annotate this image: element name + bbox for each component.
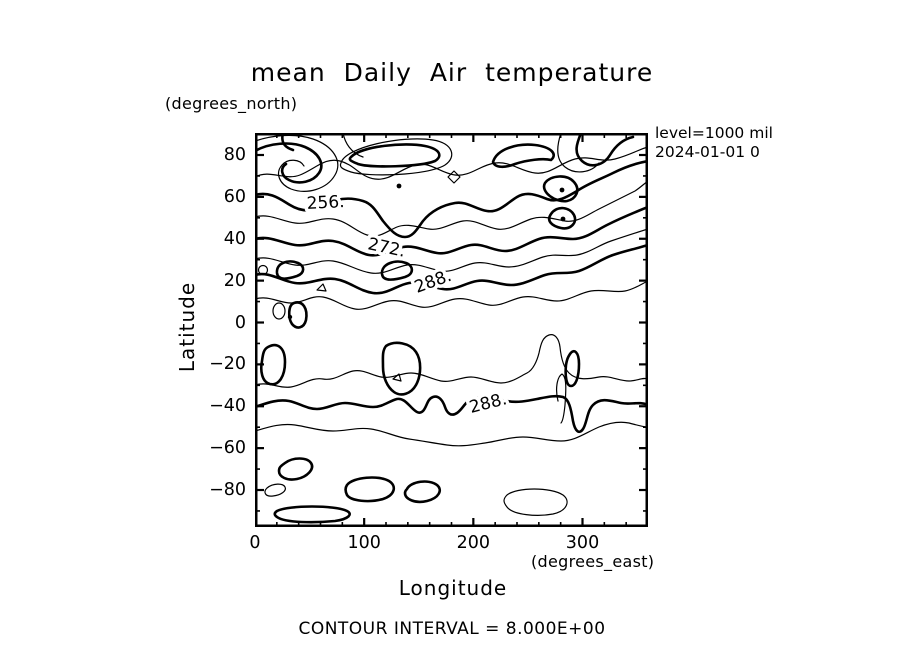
y-tick-label: 20 bbox=[223, 270, 246, 291]
contour-blob bbox=[259, 343, 287, 386]
contour-line-288-south bbox=[253, 394, 650, 434]
y-axis-units-label: (degrees_north) bbox=[165, 94, 298, 113]
contour-line bbox=[316, 283, 327, 292]
plot-side-annotations: level=1000 mil 2024-01-01 0 bbox=[655, 124, 904, 162]
contour-blob bbox=[542, 175, 579, 203]
contour-blob bbox=[547, 206, 577, 230]
contour-line bbox=[339, 138, 453, 176]
contour-line bbox=[254, 146, 649, 180]
contour-line-272 bbox=[253, 205, 650, 257]
contour-line bbox=[254, 280, 649, 310]
contour-label-272: 272. bbox=[366, 234, 407, 261]
contour-blob bbox=[381, 341, 422, 396]
x-axis-units-label: (degrees_east) bbox=[531, 552, 655, 571]
contour-blob bbox=[503, 488, 568, 516]
contour-blob bbox=[287, 301, 308, 329]
contour-label-256: 256. bbox=[306, 192, 345, 214]
contour-lines-thick bbox=[253, 131, 650, 524]
contour-blob bbox=[344, 476, 396, 503]
y-tick-label: −40 bbox=[209, 396, 246, 417]
contour-blob bbox=[273, 505, 351, 524]
x-tick-label: 0 bbox=[249, 533, 261, 553]
y-tick-label: −80 bbox=[209, 480, 246, 500]
contour-plot-canvas: 256. 272. 288. 288. bbox=[253, 131, 650, 527]
contour-line-288-north bbox=[253, 243, 650, 295]
contour-blob bbox=[275, 260, 305, 280]
y-tick-label: −20 bbox=[209, 354, 246, 375]
y-axis-title: Latitude bbox=[175, 281, 199, 373]
y-tick-label: 60 bbox=[223, 186, 246, 207]
y-tick-label: 40 bbox=[223, 228, 246, 249]
contour-blob bbox=[564, 350, 581, 388]
plot-frame bbox=[255, 133, 648, 527]
contour-ring bbox=[272, 302, 286, 320]
contour-blob bbox=[277, 457, 314, 481]
contour-line bbox=[254, 134, 339, 192]
contour-blob bbox=[348, 143, 441, 168]
x-tick-label: 200 bbox=[456, 533, 491, 553]
contour-lines-thin bbox=[254, 132, 649, 516]
contour-blob bbox=[264, 483, 286, 497]
y-tick-label: 80 bbox=[223, 145, 246, 165]
contour-label-288-south: 288. bbox=[467, 389, 509, 418]
contour-line bbox=[392, 373, 402, 382]
contour-blob bbox=[380, 260, 414, 281]
axis-ticks bbox=[253, 133, 649, 527]
contour-line bbox=[342, 132, 364, 158]
contour-line-256 bbox=[253, 142, 323, 184]
y-tick-label: −60 bbox=[209, 438, 246, 459]
contour-plot: 256. 272. 288. 288. bbox=[253, 131, 650, 527]
contour-line bbox=[254, 228, 649, 274]
contour-label-288-north: 288. bbox=[412, 266, 454, 298]
x-tick-label: 100 bbox=[347, 533, 381, 553]
x-axis-title: Longitude bbox=[398, 576, 508, 600]
contour-extrema-dots bbox=[287, 183, 566, 320]
x-tick-label: 300 bbox=[565, 533, 600, 553]
plot-title: mean Daily Air temperature bbox=[250, 58, 654, 87]
y-tick-label: 0 bbox=[234, 312, 246, 333]
contour-line bbox=[556, 373, 567, 424]
contour-interval-note: CONTOUR INTERVAL = 8.000E+00 bbox=[298, 619, 606, 639]
contour-line-256 bbox=[253, 159, 650, 239]
contour-line bbox=[447, 170, 461, 184]
contour-blob bbox=[403, 480, 441, 504]
level-annotation: level=1000 mil bbox=[655, 124, 773, 142]
contour-line bbox=[575, 131, 635, 167]
contour-blob bbox=[491, 143, 555, 169]
contour-line bbox=[254, 334, 649, 388]
date-annotation: 2024-01-01 0 bbox=[655, 143, 760, 161]
contour-line bbox=[254, 421, 649, 447]
contour-line bbox=[254, 180, 649, 237]
contour-line bbox=[557, 132, 600, 173]
